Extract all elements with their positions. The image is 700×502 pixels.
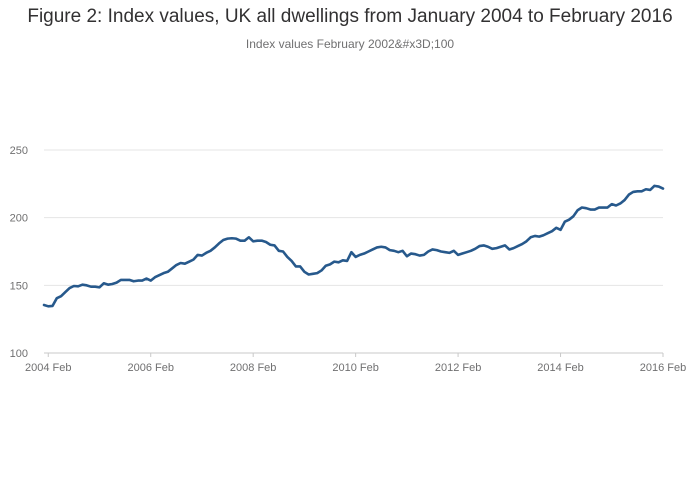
chart-subtitle: Index values February 2002&#x3D;100 (245, 37, 455, 51)
y-tick-label: 150 (10, 280, 28, 292)
x-tick-label: 2016 Feb (640, 362, 686, 374)
x-tick-label: 2012 Feb (435, 362, 481, 374)
x-tick-label: 2006 Feb (127, 362, 173, 374)
x-tick-label: 2014 Feb (537, 362, 583, 374)
series-line (42, 184, 665, 308)
y-tick-label: 200 (10, 213, 28, 225)
y-tick-label: 100 (10, 348, 28, 360)
chart-title: Figure 2: Index values, UK all dwellings… (27, 6, 673, 27)
x-tick-label: 2010 Feb (332, 362, 378, 374)
series-group (42, 184, 665, 308)
x-tick-label: 2008 Feb (230, 362, 276, 374)
y-tick-label: 250 (10, 145, 28, 157)
axes: 100 150 200 250 2004 Feb 2006 Feb 2008 Feb 2010… (10, 145, 687, 374)
grid-lines (44, 149, 663, 286)
x-tick-label: 2004 Feb (25, 362, 71, 374)
